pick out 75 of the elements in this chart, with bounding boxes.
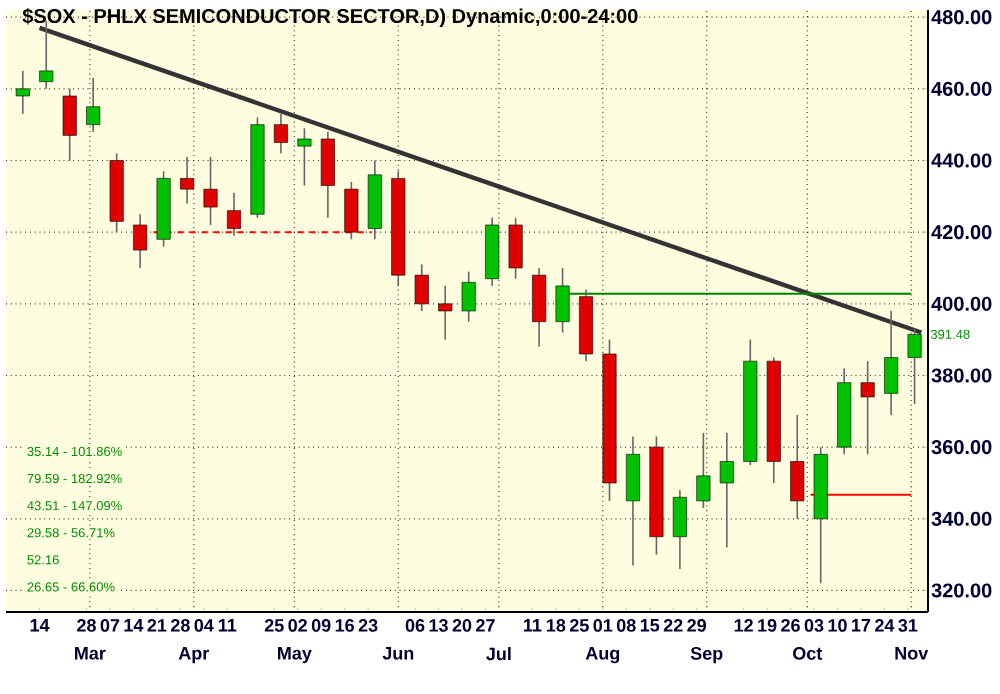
x-tick-label: 16 [335, 619, 354, 632]
x-tick-label: 15 [640, 619, 660, 632]
x2-tick-label: Apr [178, 647, 210, 664]
x-tick-label: 13 [429, 619, 448, 632]
y-tick-label: 360.00 [931, 440, 992, 455]
candlestick [414, 263, 429, 312]
y-tick-label: 440.00 [931, 153, 992, 168]
y-tick-label: 320.00 [931, 583, 992, 598]
x-tick-label: 28 [77, 619, 96, 632]
x2-tick-label: Jul [486, 647, 511, 661]
candlestick [719, 432, 734, 549]
x-tick-label: 29 [687, 619, 707, 632]
x-tick-label: 27 [476, 619, 495, 632]
x-tick-label: 28 [170, 619, 190, 632]
x-tick-label: 21 [147, 619, 167, 632]
x-tick-label: 09 [311, 619, 331, 632]
candlestick [625, 435, 640, 567]
x-tick-label: 24 [875, 619, 895, 632]
candlestick [860, 360, 875, 456]
candlestick [227, 191, 242, 237]
x-tick-label: 31 [898, 619, 918, 632]
candlestick [508, 217, 523, 280]
x-tick-label: 17 [852, 619, 871, 632]
chart-title: $SOX - PHLX SEMICONDUCTOR SECTOR,D) Dynamic,0:00-24:00 [22, 8, 638, 28]
candlestick [203, 156, 218, 226]
candlestick [438, 285, 453, 341]
x2-tick-label: Aug [585, 647, 620, 664]
x2-tick-label: May [278, 647, 312, 664]
candlestick [180, 156, 195, 205]
x-tick-label: 18 [546, 619, 566, 632]
y-tick-label: 420.00 [931, 225, 992, 240]
x-tick-label: 22 [663, 619, 683, 632]
candlestick [62, 88, 77, 162]
x-tick-label: 14 [30, 619, 50, 632]
x2-tick-label: Sep [690, 647, 723, 664]
x-tick-label: 02 [288, 619, 307, 632]
x2-tick-label: Mar [75, 647, 106, 660]
candlestick [696, 432, 711, 509]
x-tick-label: 12 [734, 619, 753, 632]
x-tick-label: 03 [804, 619, 824, 632]
y-tick-label: 480.00 [931, 10, 992, 25]
x-tick-label: 06 [405, 619, 425, 632]
x2-tick-label: Oct [793, 647, 823, 660]
x-tick-label: 23 [358, 619, 378, 632]
x2-tick-label: Jun [382, 647, 414, 660]
x-tick-label: 25 [569, 619, 589, 632]
x-tick-label: 14 [124, 619, 144, 632]
x-tick-label: 08 [616, 619, 636, 632]
candlestick [672, 489, 687, 570]
candlestick [273, 113, 288, 155]
x-tick-label: 19 [758, 619, 777, 632]
y-tick-label: 400.00 [931, 296, 992, 311]
candlestick [461, 270, 476, 323]
x2-tick-label: Nov [895, 647, 929, 660]
candlestick [790, 414, 805, 520]
candlestick [884, 310, 899, 416]
x-tick-label: 01 [593, 619, 613, 632]
candlestick [344, 181, 359, 241]
y-tick-label: 460.00 [931, 81, 992, 96]
x-tick-label: 26 [781, 619, 800, 632]
x-tick-label: 11 [524, 619, 542, 632]
candlestick [555, 267, 570, 334]
x-tick-label: 04 [194, 619, 214, 632]
x-tick-label: 20 [452, 619, 472, 632]
candlestick [320, 131, 335, 219]
y-tick-label: 340.00 [931, 511, 992, 526]
x-tick-label: 10 [828, 619, 847, 632]
x-tick-label: 25 [264, 619, 284, 632]
y-tick-label: 380.00 [931, 368, 992, 383]
candlestick [133, 213, 148, 269]
x-tick-label: 07 [100, 619, 120, 632]
candlestick [15, 70, 30, 115]
x-tick-label: 11 [218, 619, 237, 632]
candlestick [297, 127, 312, 187]
candlestick [532, 267, 547, 348]
